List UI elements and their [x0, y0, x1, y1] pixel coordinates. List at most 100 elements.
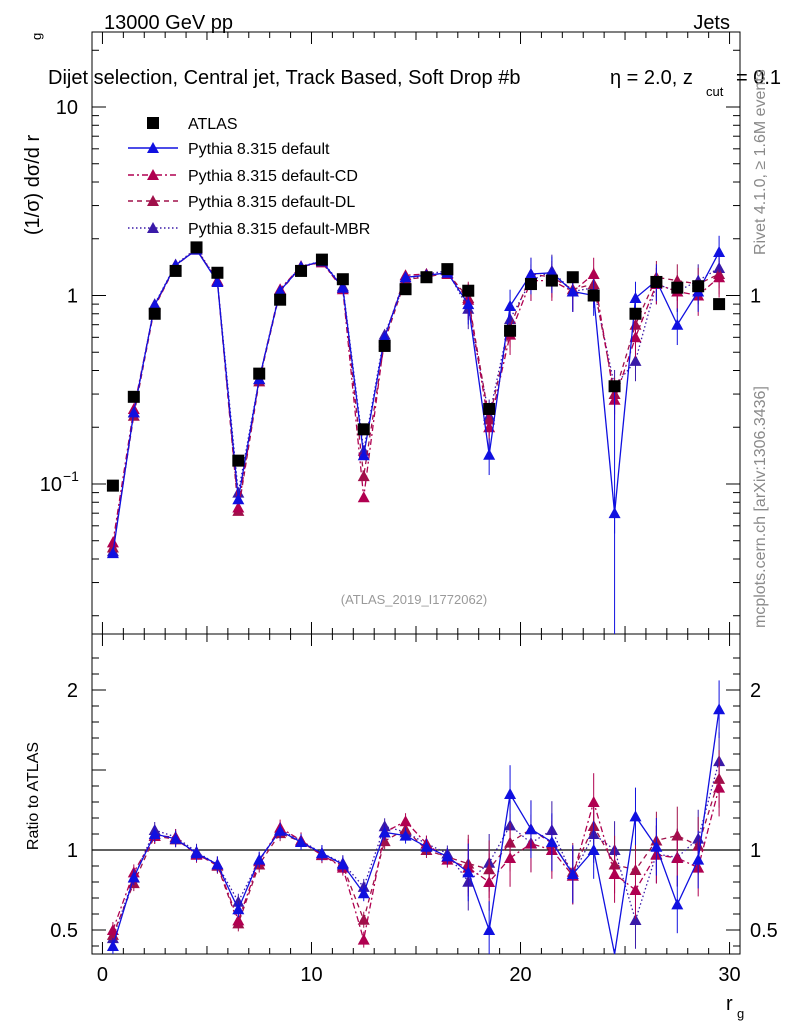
- ratio-point-dl: [378, 835, 391, 847]
- ratio-point-default: [148, 828, 161, 839]
- x-tick-label: 20: [509, 964, 531, 986]
- ratio-point-cd: [608, 868, 621, 879]
- point-default: [232, 493, 245, 505]
- point-atlas: [190, 241, 203, 254]
- y-axis-label-main: (1/σ) dσ/d r: [22, 135, 44, 236]
- ratio-point-default: [441, 850, 454, 862]
- point-atlas: [399, 283, 412, 296]
- point-default: [399, 271, 412, 283]
- ratio-point-default: [545, 836, 558, 847]
- y-tick-label-ratio: 2: [67, 680, 78, 702]
- ratio-point-default: [232, 903, 245, 915]
- legend-marker-mbr: [147, 222, 159, 233]
- point-atlas: [295, 264, 308, 277]
- point-cd: [232, 501, 245, 513]
- ratio-line-default: [112, 709, 720, 955]
- ratio-point-default: [504, 788, 517, 799]
- ratio-point-default: [378, 826, 391, 838]
- point-default: [524, 268, 537, 280]
- point-atlas: [211, 266, 224, 279]
- ratio-point-cd: [106, 924, 119, 935]
- point-atlas: [127, 390, 140, 403]
- ratio-point-default: [357, 887, 370, 899]
- point-default: [148, 299, 161, 311]
- point-cd: [357, 491, 370, 503]
- point-default: [504, 299, 517, 311]
- ratio-point-cd: [587, 796, 600, 807]
- point-default: [274, 284, 287, 296]
- point-atlas: [462, 284, 475, 297]
- point-atlas: [420, 271, 433, 284]
- legend-label-cd: Pythia 8.315 default-CD: [188, 168, 358, 185]
- legend-label-dl: Pythia 8.315 default-DL: [188, 194, 355, 211]
- legend-marker-cd: [147, 169, 159, 180]
- y-axis-label-main-sub: g: [29, 33, 44, 40]
- point-atlas: [504, 324, 517, 337]
- point-atlas: [315, 253, 328, 266]
- point-cd: [713, 271, 726, 283]
- y-tick-label-main: 10: [40, 474, 62, 496]
- x-tick-label: 30: [718, 964, 740, 986]
- point-atlas: [441, 263, 454, 276]
- point-atlas: [253, 367, 266, 380]
- point-atlas: [336, 273, 349, 286]
- point-atlas: [106, 479, 119, 492]
- legend-label-atlas: ATLAS: [188, 116, 238, 133]
- beam-label: 13000 GeV pp: [104, 12, 233, 34]
- ratio-point-default: [462, 866, 475, 878]
- point-default: [127, 406, 140, 418]
- point-atlas: [650, 275, 663, 288]
- ratio-point-default: [127, 871, 140, 883]
- ratio-panel-frame: [91, 633, 741, 955]
- ratio-point-default: [253, 853, 266, 865]
- point-mbr: [629, 354, 642, 366]
- point-atlas: [671, 281, 684, 294]
- plot-title: Dijet selection, Central jet, Track Base…: [48, 67, 520, 89]
- point-default: [336, 281, 349, 293]
- y-tick-label-ratio-right: 0.5: [750, 920, 778, 942]
- point-cd: [106, 536, 119, 548]
- point-cd: [587, 268, 600, 280]
- main-series: [106, 235, 726, 634]
- point-default: [378, 331, 391, 343]
- ratio-point-default: [483, 924, 496, 935]
- point-atlas: [566, 271, 579, 284]
- y-tick-label-ratio-right: 1: [750, 840, 761, 862]
- ratio-point-default: [629, 810, 642, 822]
- legend: ATLAS Pythia 8.315 default Pythia 8.315 …: [128, 116, 370, 238]
- point-atlas: [545, 274, 558, 287]
- point-atlas: [357, 423, 370, 436]
- ratio-point-cd: [399, 815, 412, 827]
- point-atlas: [378, 339, 391, 352]
- ratio-point-default: [524, 823, 537, 835]
- y-tick-label-main: 10: [56, 97, 78, 119]
- process-label: Jets: [693, 12, 730, 34]
- ratio-point-default: [713, 703, 726, 715]
- axis-ticks: [92, 32, 740, 954]
- ratio-point-default: [420, 840, 433, 852]
- ratio-point-default: [587, 844, 600, 855]
- ratio-point-default: [274, 824, 287, 836]
- mcplots-label: mcplots.cern.ch [arXiv:1306.3436]: [752, 386, 769, 628]
- ratio-point-default: [692, 853, 705, 865]
- ratio-point-cd: [483, 876, 496, 887]
- point-atlas: [524, 278, 537, 291]
- point-default: [629, 291, 642, 303]
- ratio-point-default: [399, 829, 412, 841]
- point-atlas: [483, 402, 496, 415]
- point-atlas: [169, 264, 182, 277]
- point-default: [566, 285, 579, 297]
- point-mbr: [232, 486, 245, 498]
- point-default: [483, 448, 496, 460]
- ratio-point-default: [106, 940, 119, 951]
- point-atlas: [713, 298, 726, 311]
- ratio-series: [106, 680, 726, 955]
- ratio-point-default: [315, 847, 328, 859]
- point-atlas: [274, 293, 287, 306]
- y-tick-label-main-right: 1: [750, 285, 761, 307]
- ratio-point-default: [671, 898, 684, 910]
- plot-title-end: = 0.1: [736, 67, 781, 89]
- legend-label-mbr: Pythia 8.315 default-MBR: [188, 221, 370, 238]
